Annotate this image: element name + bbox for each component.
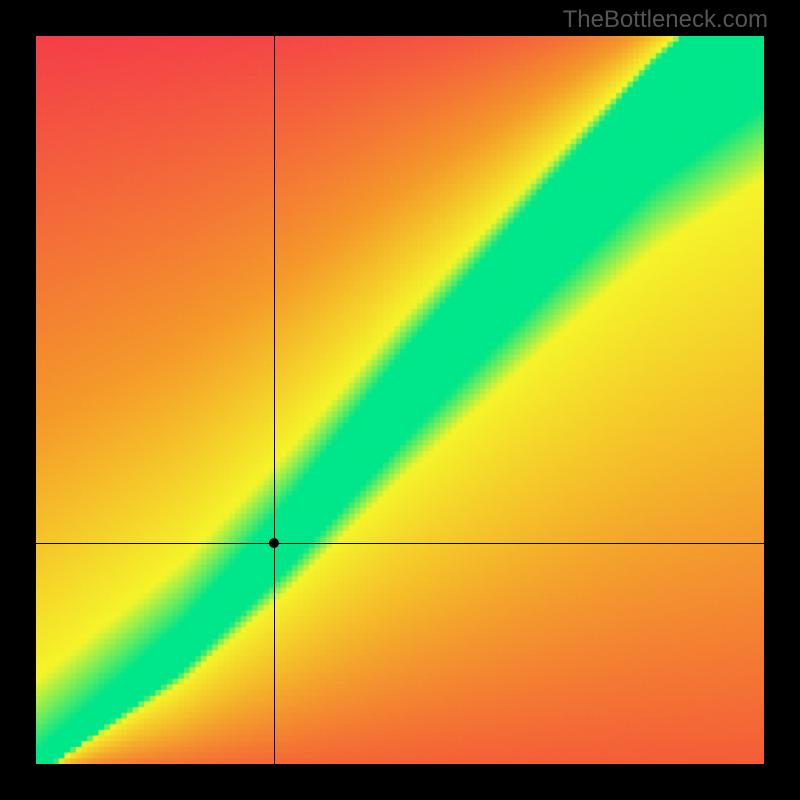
crosshair-vertical <box>274 36 275 764</box>
heatmap-plot <box>36 36 764 764</box>
crosshair-horizontal <box>36 543 764 544</box>
watermark-text: TheBottleneck.com <box>563 6 768 34</box>
heatmap-canvas <box>36 36 764 764</box>
